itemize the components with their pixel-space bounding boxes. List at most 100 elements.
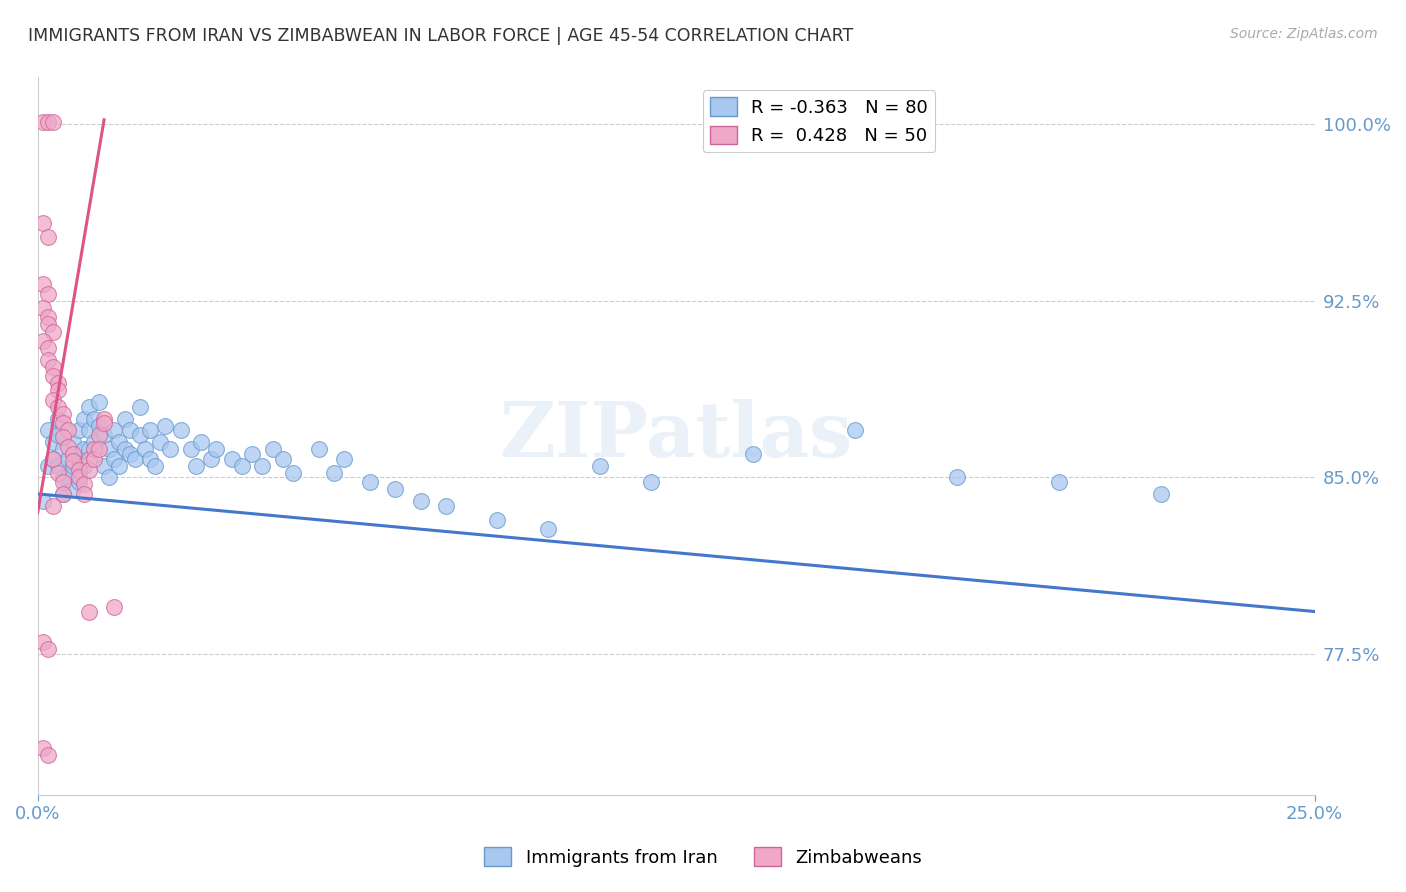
- Point: [58, 451, 80, 466]
- Point: [77, 463, 100, 477]
- Point: [46, 411, 69, 425]
- Point: [31, 741, 53, 756]
- Legend: Immigrants from Iran, Zimbabweans: Immigrants from Iran, Zimbabweans: [477, 840, 929, 874]
- Point: [108, 435, 131, 450]
- Point: [42, 325, 65, 339]
- Point: [58, 423, 80, 437]
- Point: [77, 423, 100, 437]
- Point: [128, 428, 150, 442]
- Point: [46, 428, 69, 442]
- Point: [46, 400, 69, 414]
- Point: [37, 352, 59, 367]
- Point: [93, 428, 115, 442]
- Point: [114, 442, 136, 457]
- Point: [200, 451, 222, 466]
- Legend: R = -0.363   N = 80, R =  0.428   N = 50: R = -0.363 N = 80, R = 0.428 N = 50: [703, 90, 935, 153]
- Point: [37, 423, 59, 437]
- Point: [37, 458, 59, 473]
- Point: [42, 499, 65, 513]
- Point: [434, 499, 457, 513]
- Point: [31, 216, 53, 230]
- Point: [73, 477, 96, 491]
- Point: [221, 451, 243, 466]
- Point: [1150, 487, 1173, 501]
- Point: [240, 447, 263, 461]
- Point: [93, 417, 115, 431]
- Point: [333, 451, 356, 466]
- Point: [143, 458, 166, 473]
- Point: [98, 442, 121, 457]
- Point: [62, 454, 84, 468]
- Point: [184, 458, 207, 473]
- Point: [844, 423, 866, 437]
- Point: [31, 334, 53, 348]
- Point: [67, 463, 90, 477]
- Point: [31, 277, 53, 292]
- Point: [588, 458, 610, 473]
- Point: [37, 230, 59, 244]
- Point: [37, 341, 59, 355]
- Point: [77, 451, 100, 466]
- Point: [73, 458, 96, 473]
- Point: [231, 458, 253, 473]
- Point: [103, 423, 125, 437]
- Point: [83, 435, 105, 450]
- Point: [77, 442, 100, 457]
- Point: [52, 407, 75, 421]
- Point: [87, 442, 110, 457]
- Point: [281, 466, 304, 480]
- Point: [134, 442, 156, 457]
- Point: [118, 447, 141, 461]
- Point: [83, 411, 105, 425]
- Point: [52, 417, 75, 431]
- Point: [640, 475, 662, 490]
- Point: [252, 458, 274, 473]
- Point: [77, 605, 100, 619]
- Point: [118, 423, 141, 437]
- Point: [31, 494, 53, 508]
- Point: [1047, 475, 1070, 490]
- Point: [46, 466, 69, 480]
- Text: Source: ZipAtlas.com: Source: ZipAtlas.com: [1230, 27, 1378, 41]
- Point: [42, 115, 65, 129]
- Point: [37, 115, 59, 129]
- Point: [139, 423, 162, 437]
- Point: [67, 423, 90, 437]
- Point: [271, 451, 294, 466]
- Point: [159, 442, 181, 457]
- Point: [73, 411, 96, 425]
- Point: [31, 301, 53, 315]
- Point: [46, 376, 69, 391]
- Point: [77, 400, 100, 414]
- Point: [73, 442, 96, 457]
- Point: [170, 423, 193, 437]
- Point: [83, 451, 105, 466]
- Point: [486, 513, 509, 527]
- Point: [87, 418, 110, 433]
- Point: [52, 487, 75, 501]
- Point: [37, 286, 59, 301]
- Point: [58, 440, 80, 454]
- Point: [58, 470, 80, 484]
- Point: [155, 418, 177, 433]
- Point: [37, 318, 59, 332]
- Point: [42, 451, 65, 466]
- Point: [323, 466, 346, 480]
- Point: [308, 442, 330, 457]
- Point: [37, 642, 59, 657]
- Point: [359, 475, 381, 490]
- Point: [205, 442, 228, 457]
- Point: [93, 458, 115, 473]
- Point: [62, 482, 84, 496]
- Point: [46, 384, 69, 398]
- Point: [52, 442, 75, 457]
- Point: [62, 458, 84, 473]
- Point: [103, 451, 125, 466]
- Point: [741, 447, 763, 461]
- Point: [149, 435, 172, 450]
- Point: [31, 635, 53, 649]
- Point: [124, 451, 146, 466]
- Point: [87, 395, 110, 409]
- Point: [52, 430, 75, 444]
- Point: [114, 411, 136, 425]
